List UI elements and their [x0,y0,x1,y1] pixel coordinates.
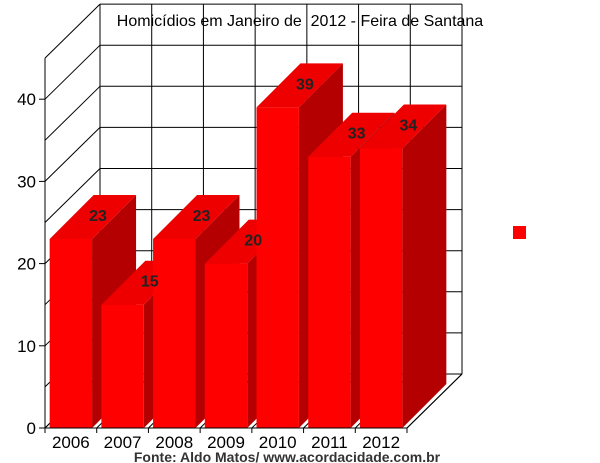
grid-line [44,168,101,223]
x-tick-label: 2009 [207,433,245,452]
bars [49,63,447,429]
bar-front [153,238,196,428]
data-label: 23 [89,208,107,225]
bar-front [49,238,93,428]
x-tick-label: 2007 [104,433,142,452]
x-tick-label: 2006 [52,433,90,452]
data-labels: 23 15 23 20 39 33 34 [89,76,417,290]
bar-front [204,263,248,428]
x-tick-label: 2012 [362,433,400,452]
data-label: 15 [141,274,159,291]
bar [359,104,447,429]
grid-line [44,85,101,141]
x-tick-label: 2011 [311,433,348,452]
x-tick-label: 2010 [259,433,297,452]
x-axis-depth [406,373,463,429]
bar-front [256,107,299,429]
x-tick-label: 2008 [155,433,193,452]
data-label: 33 [348,126,366,143]
bar-top [359,104,447,149]
bar-front [101,304,144,428]
y-tick-label: 30 [17,172,36,191]
data-label: 23 [193,208,211,225]
bar-top [153,194,240,239]
data-label: 34 [399,118,417,135]
legend-swatch [513,226,526,239]
data-label: 20 [244,233,262,250]
bar-top [256,63,343,108]
bar-side [402,104,447,429]
bar-top [49,194,137,239]
source-footer: Fonte: Aldo Matos/ www.acordacidade.com.… [134,449,441,463]
chart-title: Homicídios em Janeiro de 2012 - Feira de… [117,13,484,30]
grid-line [44,3,101,59]
y-tick-label: 20 [17,255,36,274]
bar-front [308,156,351,429]
bar-top [308,112,395,157]
y-tick-label: 10 [17,337,36,356]
grid-line [44,127,101,182]
grid-line [44,44,101,100]
data-label: 39 [296,76,314,93]
y-tick-label: 40 [17,90,36,109]
axes: 0 10 20 30 40 2006 2007 2008 2009 2010 2011 2012 [17,58,463,452]
bar-front [359,148,403,428]
y-tick-label: 0 [27,419,36,438]
